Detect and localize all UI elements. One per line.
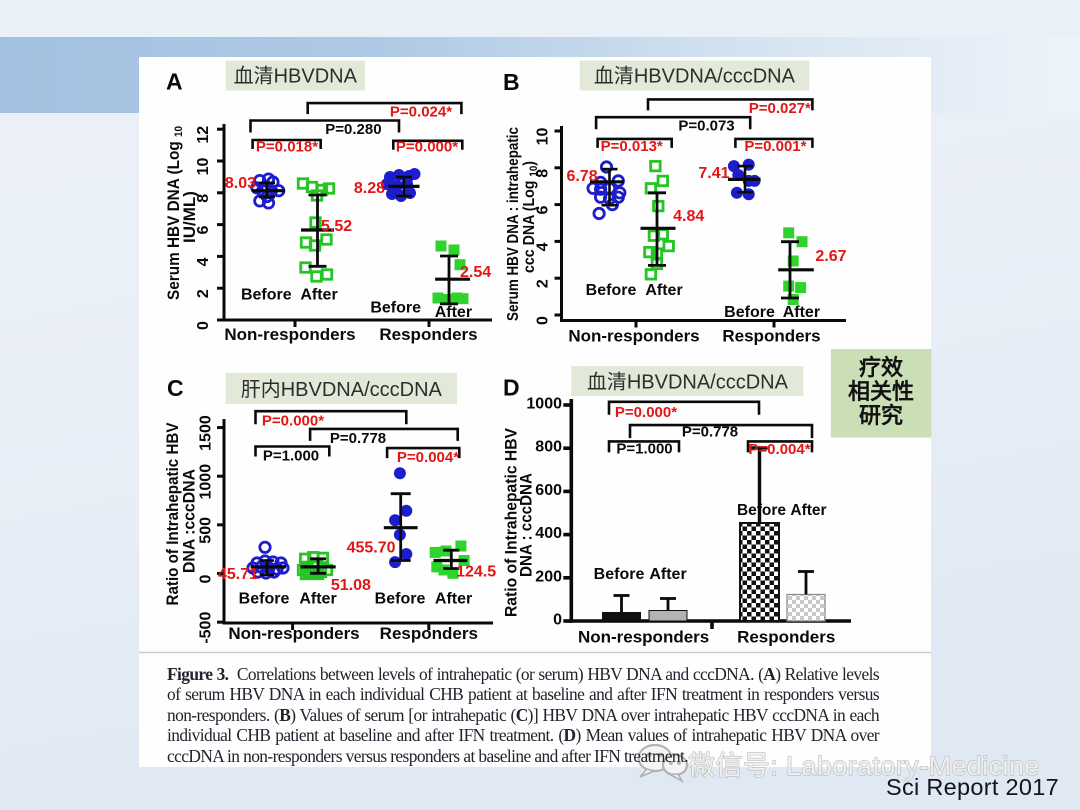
svg-text:8.03: 8.03 <box>225 175 256 192</box>
svg-text:Serum HBV DNA : intrahepatic: Serum HBV DNA : intrahepatic <box>505 127 522 321</box>
svg-text:After: After <box>435 304 472 321</box>
svg-text:45.71: 45.71 <box>218 566 258 583</box>
svg-text:研究: 研究 <box>859 403 903 428</box>
svg-text:4: 4 <box>535 242 552 251</box>
svg-text:1000: 1000 <box>526 396 562 413</box>
svg-text:血清HBVDNA: 血清HBVDNA <box>234 65 358 88</box>
svg-text:0: 0 <box>198 574 215 583</box>
svg-text:2.67: 2.67 <box>815 248 846 265</box>
svg-text:Ratio of Intrahepatic HBV: Ratio of Intrahepatic HBV <box>163 422 182 606</box>
svg-text:2.54: 2.54 <box>460 264 491 281</box>
svg-text:Non-responders: Non-responders <box>578 628 709 647</box>
svg-text:Before: Before <box>375 591 426 608</box>
svg-text:相关性: 相关性 <box>848 379 914 404</box>
svg-text:肝内HBVDNA/cccDNA: 肝内HBVDNA/cccDNA <box>241 378 443 401</box>
svg-text:After: After <box>649 566 686 583</box>
svg-text:4.84: 4.84 <box>673 208 704 225</box>
svg-text:5.52: 5.52 <box>321 218 352 235</box>
svg-text:1500: 1500 <box>198 415 215 451</box>
svg-text:0: 0 <box>535 316 552 325</box>
svg-text:P=0.018*: P=0.018* <box>256 139 318 156</box>
svg-text:P=0.000*: P=0.000* <box>396 139 458 156</box>
svg-text:Before: Before <box>241 287 292 304</box>
svg-text:8: 8 <box>195 194 212 203</box>
svg-text:12: 12 <box>195 126 212 144</box>
svg-text:-500: -500 <box>198 612 215 644</box>
svg-text:6: 6 <box>535 206 552 215</box>
svg-text:血清HBVDNA/cccDNA: 血清HBVDNA/cccDNA <box>587 371 789 394</box>
svg-text:微信号: Laboratory-Medicine: 微信号: Laboratory-Medicine <box>688 751 1040 781</box>
svg-text:0: 0 <box>553 612 562 629</box>
svg-text:After: After <box>790 502 826 519</box>
svg-text:Before: Before <box>594 566 645 583</box>
svg-text:6.78: 6.78 <box>566 168 597 185</box>
svg-text:疗效: 疗效 <box>859 355 903 380</box>
svg-text:P=1.000: P=1.000 <box>263 448 319 465</box>
svg-text:Non-responders: Non-responders <box>224 325 355 344</box>
svg-text:P=0.024*: P=0.024* <box>390 104 452 121</box>
svg-text:0: 0 <box>195 321 212 330</box>
svg-text:Before: Before <box>737 502 786 519</box>
svg-text:200: 200 <box>535 568 562 585</box>
svg-text:10: 10 <box>195 158 212 176</box>
svg-text:Non-responders: Non-responders <box>568 327 699 346</box>
svg-text:124.5: 124.5 <box>456 564 496 581</box>
svg-text:455.70: 455.70 <box>347 540 396 557</box>
svg-text:D: D <box>503 375 520 401</box>
svg-text:51.08: 51.08 <box>331 577 371 594</box>
svg-text:7.41: 7.41 <box>698 165 729 182</box>
svg-text:ccc DNA (Log 10): ccc DNA (Log 10) <box>521 161 540 273</box>
svg-text:Responders: Responders <box>380 624 478 643</box>
svg-text:Before: Before <box>370 300 421 317</box>
svg-text:Responders: Responders <box>722 327 820 346</box>
svg-text:P=0.000*: P=0.000* <box>615 404 677 421</box>
svg-text:Sci Report 2017: Sci Report 2017 <box>886 774 1059 800</box>
svg-text:Non-responders: Non-responders <box>228 624 359 643</box>
svg-text:P=0.073: P=0.073 <box>678 118 734 135</box>
svg-text:After: After <box>300 287 337 304</box>
svg-text:2: 2 <box>535 279 552 288</box>
svg-text:A: A <box>166 69 183 95</box>
svg-text:P=0.000*: P=0.000* <box>262 413 324 430</box>
svg-text:500: 500 <box>198 517 215 544</box>
svg-text:P=0.280: P=0.280 <box>325 121 381 138</box>
svg-text:8.28: 8.28 <box>354 180 385 197</box>
svg-text:Before: Before <box>724 304 775 321</box>
svg-text:P=1.000: P=1.000 <box>616 441 672 458</box>
svg-text:4: 4 <box>195 257 212 266</box>
svg-text:P=0.778: P=0.778 <box>682 424 738 441</box>
svg-text:P=0.027*: P=0.027* <box>749 100 811 117</box>
svg-text:P=0.778: P=0.778 <box>330 430 386 447</box>
svg-text:Responders: Responders <box>379 325 477 344</box>
svg-text:血清HBVDNA/cccDNA: 血清HBVDNA/cccDNA <box>594 65 796 88</box>
svg-text:P=0.004*: P=0.004* <box>748 441 810 458</box>
svg-text:10: 10 <box>535 128 552 146</box>
svg-text:DNA :cccDNA: DNA :cccDNA <box>180 469 199 573</box>
svg-text:P=0.004*: P=0.004* <box>397 449 459 466</box>
svg-text:After: After <box>435 591 472 608</box>
svg-text:600: 600 <box>535 482 562 499</box>
svg-text:After: After <box>299 591 336 608</box>
svg-text:C: C <box>167 375 184 401</box>
svg-text:8: 8 <box>535 169 552 178</box>
svg-text:Responders: Responders <box>737 628 835 647</box>
svg-text:2: 2 <box>195 289 212 298</box>
svg-text:Ratio of Intrahepatic HBV: Ratio of Intrahepatic HBV <box>502 427 521 617</box>
svg-text:After: After <box>645 282 682 299</box>
svg-text:Before: Before <box>586 282 637 299</box>
svg-text:Before: Before <box>239 591 290 608</box>
svg-text:B: B <box>503 69 520 95</box>
svg-text:P=0.013*: P=0.013* <box>601 138 663 155</box>
svg-text:6: 6 <box>195 226 212 235</box>
svg-text:P=0.001*: P=0.001* <box>744 138 806 155</box>
svg-text:After: After <box>783 304 820 321</box>
svg-text:IU/ML): IU/ML) <box>180 191 199 243</box>
svg-text:DNA : cccDNA: DNA : cccDNA <box>517 473 536 577</box>
svg-text:800: 800 <box>535 439 562 456</box>
svg-text:1000: 1000 <box>198 464 215 500</box>
svg-text:400: 400 <box>535 525 562 542</box>
svg-text:Serum HBV DNA (Log 10: Serum HBV DNA (Log 10 <box>164 126 185 300</box>
